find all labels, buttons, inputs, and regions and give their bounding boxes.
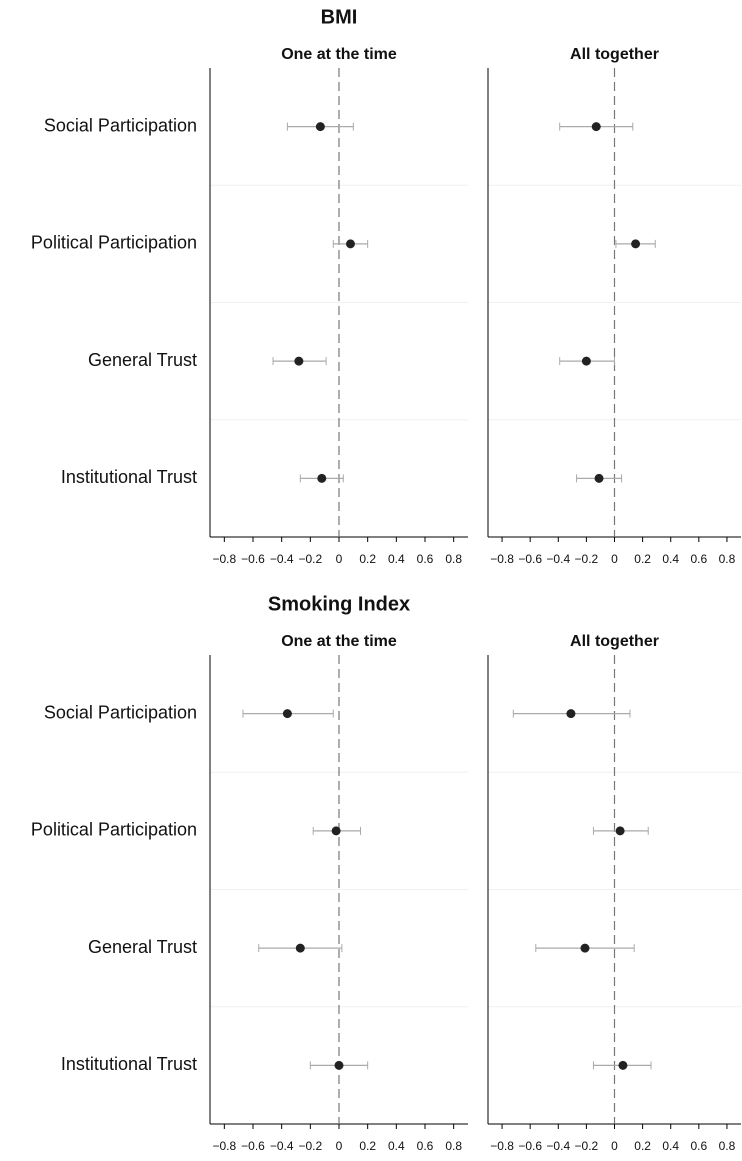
point-estimate — [315, 122, 325, 132]
x-tick-label: 0.4 — [388, 1139, 405, 1153]
x-tick-label: −0.4 — [546, 1139, 570, 1153]
x-tick-label: 0 — [611, 552, 618, 566]
point-estimate — [618, 1060, 628, 1070]
point-estimate — [334, 1060, 344, 1070]
category-label: General Trust — [88, 937, 197, 957]
panel-subtitle: One at the time — [281, 633, 397, 650]
category-label: Institutional Trust — [61, 467, 197, 487]
point-estimate — [631, 239, 641, 249]
x-tick-label: −0.8 — [490, 552, 514, 566]
x-tick-label: −0.4 — [270, 1139, 294, 1153]
x-tick-label: −0.6 — [241, 552, 265, 566]
point-estimate — [615, 826, 625, 836]
x-tick-label: −0.2 — [575, 552, 599, 566]
x-tick-label: −0.6 — [518, 1139, 542, 1153]
chart-title: Smoking Index — [268, 593, 410, 615]
x-tick-label: −0.2 — [575, 1139, 599, 1153]
category-label: Institutional Trust — [61, 1054, 197, 1074]
x-tick-label: −0.8 — [212, 1139, 236, 1153]
x-tick-label: 0.6 — [417, 1139, 434, 1153]
point-estimate — [580, 943, 590, 953]
point-estimate — [294, 356, 304, 366]
point-estimate — [345, 239, 355, 249]
category-label: Social Participation — [44, 702, 197, 722]
panel-subtitle: All together — [570, 633, 659, 650]
point-estimate — [566, 709, 576, 719]
point-estimate — [295, 943, 305, 953]
x-tick-label: 0.8 — [445, 1139, 462, 1153]
panel-subtitle: All together — [570, 46, 659, 63]
x-tick-label: −0.4 — [546, 552, 570, 566]
chart-title: BMI — [321, 6, 358, 28]
point-estimate — [331, 826, 341, 836]
point-estimate — [581, 356, 591, 366]
category-label: Social Participation — [44, 115, 197, 135]
x-tick-label: −0.2 — [298, 1139, 322, 1153]
x-tick-label: 0.4 — [662, 1139, 679, 1153]
category-label: Political Participation — [31, 233, 197, 253]
point-estimate — [282, 709, 292, 719]
category-label: General Trust — [88, 350, 197, 370]
x-tick-label: −0.8 — [490, 1139, 514, 1153]
x-tick-label: 0.6 — [690, 552, 707, 566]
x-tick-label: 0.4 — [662, 552, 679, 566]
x-tick-label: 0 — [336, 1139, 343, 1153]
x-tick-label: −0.2 — [298, 552, 322, 566]
x-tick-label: −0.4 — [270, 552, 294, 566]
category-label: Political Participation — [31, 820, 197, 840]
point-estimate — [591, 122, 601, 132]
x-tick-label: 0.8 — [445, 552, 462, 566]
x-tick-label: 0 — [611, 1139, 618, 1153]
panel-subtitle: One at the time — [281, 46, 397, 63]
x-tick-label: 0.8 — [719, 552, 736, 566]
x-tick-label: 0.2 — [634, 552, 651, 566]
point-estimate — [594, 473, 604, 483]
x-tick-label: −0.8 — [212, 552, 236, 566]
x-tick-label: 0.4 — [388, 552, 405, 566]
x-tick-label: 0.8 — [719, 1139, 736, 1153]
point-estimate — [317, 473, 327, 483]
x-tick-label: 0.2 — [359, 552, 376, 566]
x-tick-label: −0.6 — [241, 1139, 265, 1153]
x-tick-label: 0 — [336, 552, 343, 566]
x-tick-label: 0.6 — [690, 1139, 707, 1153]
x-tick-label: 0.2 — [634, 1139, 651, 1153]
x-tick-label: −0.6 — [518, 552, 542, 566]
x-tick-label: 0.6 — [417, 552, 434, 566]
x-tick-label: 0.2 — [359, 1139, 376, 1153]
